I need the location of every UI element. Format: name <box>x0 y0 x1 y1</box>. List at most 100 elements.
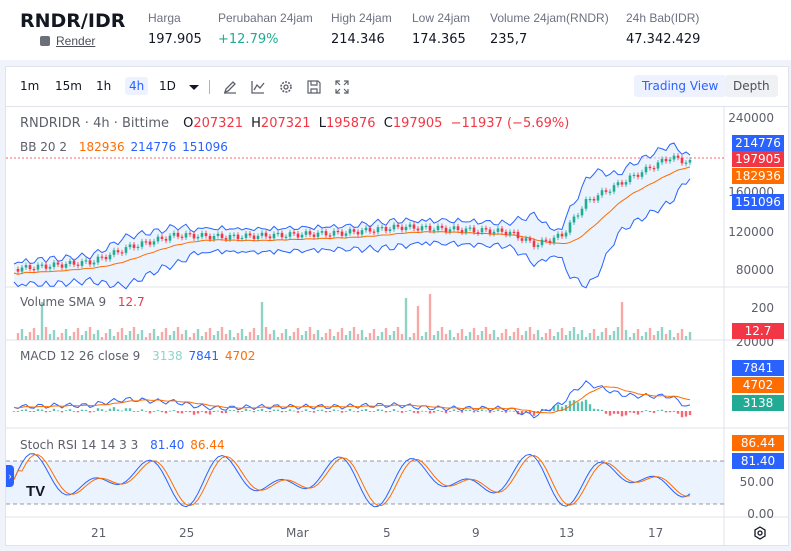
macd-histogram-bar <box>144 410 148 412</box>
settings-gear-icon[interactable] <box>278 79 294 95</box>
toolbar-divider <box>209 80 210 94</box>
candle-body <box>544 239 548 241</box>
timeframe-1d[interactable]: 1D <box>159 79 176 93</box>
axis-settings-icon[interactable] <box>752 525 768 541</box>
volume-bar <box>220 327 224 340</box>
candle-body <box>92 262 96 265</box>
candle-body <box>392 224 396 230</box>
candle-body <box>444 227 448 232</box>
timeframe-1m[interactable]: 1m <box>20 79 40 93</box>
volume-bar <box>460 329 464 340</box>
macd-histogram-bar <box>288 409 292 411</box>
volume-bar <box>24 336 28 340</box>
price-tick: 80000 <box>735 263 774 277</box>
macd-histogram-bar <box>688 411 692 416</box>
save-icon[interactable] <box>306 79 322 95</box>
depth-button[interactable]: Depth <box>725 75 778 97</box>
volume-bar <box>456 333 460 340</box>
indicators-icon[interactable] <box>250 79 266 95</box>
macd-histogram-bar <box>188 411 192 413</box>
candle-body <box>376 227 380 233</box>
volume-legend: Volume SMA 9 12.7 <box>20 295 145 309</box>
volume-bar <box>664 334 668 340</box>
volume-bar <box>152 329 156 340</box>
candle-body <box>552 237 556 243</box>
volume-bar <box>44 327 48 340</box>
candle-body <box>612 185 616 192</box>
volume-bar <box>144 337 148 340</box>
macd-histogram-bar <box>16 411 20 412</box>
macd-histogram-bar <box>364 408 368 411</box>
macd-histogram-bar <box>400 411 404 413</box>
macd-histogram-bar <box>572 400 576 411</box>
candle-body <box>580 208 584 216</box>
candle-body <box>208 235 212 240</box>
candle-body <box>632 174 636 177</box>
fullscreen-icon[interactable] <box>334 79 350 95</box>
volume-bar <box>688 332 692 340</box>
volume-bar <box>228 330 232 340</box>
bollinger-upper-line <box>13 142 691 265</box>
timeframe-1h[interactable]: 1h <box>96 79 112 93</box>
volume-bar <box>248 332 252 340</box>
bollinger-lines <box>13 142 691 290</box>
candle-body <box>676 155 680 158</box>
candle-body <box>320 231 324 233</box>
candle-body <box>232 234 236 236</box>
candle-body <box>380 227 384 229</box>
macd-histogram-bar <box>224 411 228 414</box>
macd-histogram-bar <box>156 410 160 411</box>
time-tick: Mar <box>286 526 309 540</box>
volume-bar <box>292 332 296 340</box>
price-tick: 240000 <box>728 111 774 125</box>
volume-bar <box>132 327 136 340</box>
volume-bar <box>636 329 640 340</box>
macd-histogram-bar <box>220 411 224 414</box>
volume-bar <box>316 330 320 340</box>
tradingview-logo: TV <box>26 483 46 500</box>
expand-panel-button[interactable]: › <box>6 465 14 487</box>
candle-body <box>656 162 660 169</box>
macd-histogram-bar <box>276 409 280 411</box>
volume-bar <box>216 331 220 340</box>
timeframe-15m[interactable]: 15m <box>55 79 82 93</box>
volume-bar <box>324 333 328 340</box>
volume-bar <box>60 333 64 340</box>
bb-legend: BB 20 2 182936 214776 151096 <box>20 140 228 154</box>
macd-histogram-bar <box>296 411 300 413</box>
candle-body <box>252 235 256 240</box>
macd-histogram-bar <box>32 411 36 412</box>
volume-bar <box>64 329 68 340</box>
candle-body <box>228 234 232 240</box>
candle-body <box>336 230 340 233</box>
macd-line-tag: 7841 <box>732 360 784 376</box>
macd-histogram-bar <box>72 411 76 412</box>
volume-bar <box>272 330 276 340</box>
trading-view-button[interactable]: Trading View <box>634 75 727 97</box>
dropdown-caret-icon[interactable] <box>186 79 202 95</box>
macd-histogram-bar <box>344 411 348 412</box>
volume-bar <box>648 328 652 340</box>
high-value: 207321 <box>260 116 311 131</box>
open-value: 207321 <box>193 116 243 131</box>
candle-body <box>116 250 120 253</box>
macd-histogram-bar <box>176 411 180 413</box>
candle-body <box>76 264 80 266</box>
symbol-label: RNDRIDR · 4h · Bittime <box>20 116 169 131</box>
macd-histogram-bar <box>200 411 204 412</box>
volume-bar <box>308 327 312 340</box>
stat-value: 197.905 <box>148 32 202 47</box>
volume-bar <box>176 327 180 340</box>
macd-signal-tag: 4702 <box>732 377 784 393</box>
price-chart[interactable] <box>6 107 788 545</box>
volume-bar <box>52 330 56 340</box>
volume-bar <box>320 337 324 340</box>
macd-histogram-bar <box>340 411 344 413</box>
macd-histogram-bar <box>356 411 360 413</box>
drawing-pen-icon[interactable] <box>222 79 238 95</box>
asset-link[interactable]: Render <box>56 34 96 48</box>
candle-body <box>456 226 460 231</box>
timeframe-4h[interactable]: 4h <box>125 77 149 95</box>
volume-bar <box>160 332 164 340</box>
macd-histogram-bar <box>208 411 212 415</box>
